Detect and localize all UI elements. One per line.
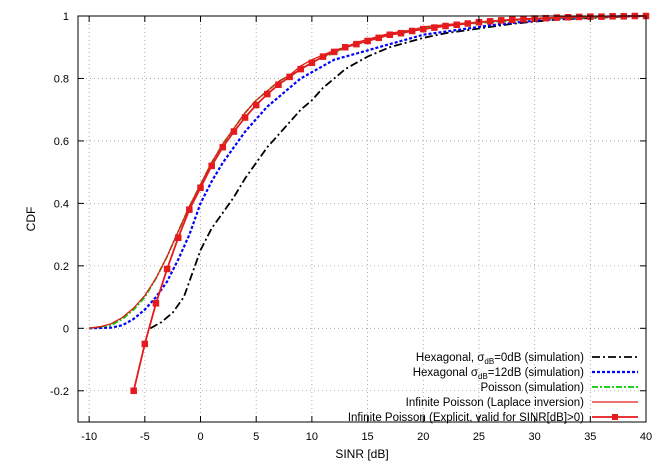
- series-point: [486, 18, 494, 25]
- series-point: [353, 40, 360, 48]
- series-point: [497, 17, 505, 24]
- series-point: [252, 101, 260, 109]
- series-point: [141, 340, 149, 348]
- x-tick-label: 10: [306, 431, 318, 443]
- x-tick-label: 35: [584, 431, 596, 443]
- y-axis-label: CDF: [24, 207, 38, 232]
- series-point: [542, 14, 550, 22]
- legend-label: Infinite Poisson (Laplace inversion): [406, 397, 585, 409]
- x-tick-label: 5: [253, 431, 259, 443]
- y-tick-labels: -0.2 0 0.2 0.4 0.6 0.8 1: [50, 11, 69, 398]
- series-point: [420, 25, 427, 33]
- x-tick-label: 40: [640, 431, 652, 443]
- series-point: [241, 114, 249, 121]
- series-point: [130, 387, 137, 395]
- series-point: [408, 27, 416, 35]
- series-4: [130, 12, 650, 395]
- y-tick-label: 0.4: [54, 198, 69, 210]
- tick-marks: [78, 15, 647, 422]
- series-point: [197, 184, 204, 192]
- series-point: [509, 16, 516, 23]
- series-point: [308, 59, 316, 67]
- legend: Hexagonal, σdB=0dB (simulation)Hexagonal…: [348, 352, 638, 424]
- series-1: [89, 14, 647, 330]
- x-axis-label: SINR [dB]: [335, 447, 388, 461]
- y-tick-label: 0.6: [54, 136, 69, 148]
- series-point: [564, 13, 572, 21]
- series-point: [264, 90, 271, 98]
- legend-marker: [612, 414, 618, 420]
- series-point: [553, 14, 561, 21]
- series-point: [431, 24, 438, 31]
- series-point: [464, 20, 472, 27]
- series-point: [520, 15, 527, 23]
- y-tick-label: 0.8: [54, 73, 69, 85]
- series-point: [397, 29, 405, 37]
- x-tick-label: 20: [417, 431, 429, 443]
- series-point: [275, 81, 282, 88]
- series-point: [453, 21, 460, 28]
- y-tick-label: -0.2: [50, 386, 69, 398]
- series-line: [89, 14, 647, 330]
- legend-label: Hexagonal, σdB=0dB (simulation): [416, 352, 584, 366]
- series-point: [163, 265, 171, 273]
- series-point: [208, 162, 215, 170]
- x-tick-label: -5: [140, 431, 150, 443]
- series-point: [575, 13, 583, 21]
- y-tick-label: 0: [63, 323, 69, 335]
- series-point: [186, 206, 193, 213]
- x-tick-labels: -10 -5 0 5 10 15 20 25 30 35 40: [81, 431, 652, 443]
- series-point: [342, 43, 349, 51]
- series-point: [297, 65, 304, 73]
- x-tick-label: 25: [473, 431, 485, 443]
- series-point: [319, 53, 327, 60]
- x-tick-label: 15: [361, 431, 373, 443]
- series-point: [219, 143, 227, 151]
- series-point: [598, 13, 605, 20]
- series-line: [149, 15, 647, 330]
- series-layer: [88, 12, 650, 395]
- series-point: [230, 128, 238, 135]
- series-point: [330, 48, 338, 56]
- legend-label: Poisson (simulation): [480, 382, 584, 394]
- x-tick-label: -10: [81, 431, 97, 443]
- series-point: [386, 31, 394, 38]
- y-tick-label: 0.2: [54, 261, 69, 273]
- series-point: [286, 73, 293, 81]
- series-point: [442, 22, 449, 30]
- legend-label: Hexagonal σdB=12dB (simulation): [413, 367, 584, 381]
- x-tick-label: 0: [197, 431, 203, 443]
- series-point: [375, 34, 382, 42]
- series-point: [364, 37, 371, 45]
- series-point: [174, 234, 182, 241]
- x-tick-label: 30: [529, 431, 541, 443]
- y-tick-label: 1: [63, 11, 69, 23]
- series-point: [152, 300, 160, 307]
- series-0: [149, 15, 647, 330]
- plot-frame: [77, 15, 647, 423]
- legend-label: Infinite Poisson (Explicit, valid for SI…: [348, 412, 584, 424]
